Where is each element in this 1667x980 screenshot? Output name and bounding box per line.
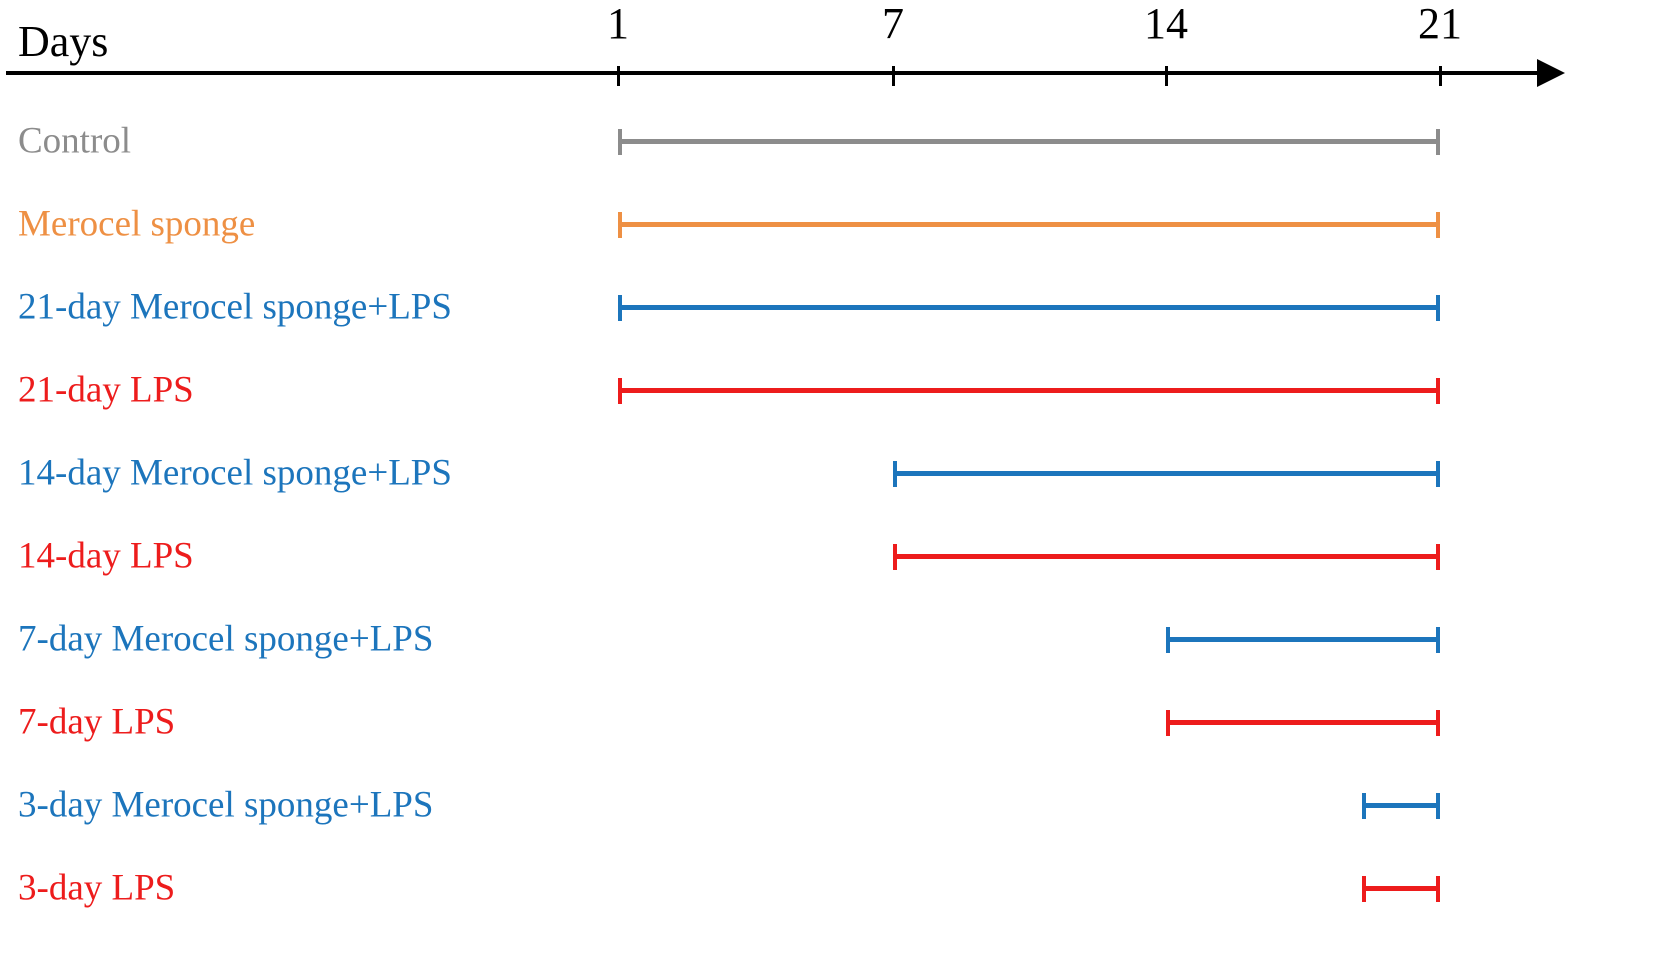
timeline-row: 14-day LPS [0,515,1667,598]
bar-end-cap [1436,543,1440,570]
timeline-row: Control [0,100,1667,183]
bar-start-cap [893,543,897,570]
bar-start-cap [893,460,897,487]
row-label: Merocel sponge [18,203,256,245]
timeline-row: 3-day Merocel sponge+LPS [0,764,1667,847]
axis-line [6,71,1540,75]
timeline-bar [1166,626,1440,653]
tick-label: 21 [1418,0,1462,48]
bar-end-cap [1436,211,1440,238]
row-label: 14-day Merocel sponge+LPS [18,452,452,494]
row-label: 21-day LPS [18,369,194,411]
bar-end-cap [1436,460,1440,487]
bar-line [622,388,1436,393]
timeline-bar [618,294,1440,321]
axis-arrowhead-icon [1537,59,1565,87]
row-label: 7-day LPS [18,701,176,743]
tick-label: 7 [882,0,904,48]
timeline-bar [618,377,1440,404]
timeline-bar [893,543,1440,570]
tick-label: 14 [1144,0,1188,48]
axis-label: Days [18,17,109,66]
bar-line [622,222,1436,227]
bar-start-cap [1166,626,1170,653]
tick-mark [891,66,895,86]
row-label: 21-day Merocel sponge+LPS [18,286,452,328]
timeline-row: 21-day Merocel sponge+LPS [0,266,1667,349]
bar-start-cap [1166,709,1170,736]
bar-line [622,139,1436,144]
bar-line [622,305,1436,310]
tick-mark [616,66,620,86]
bar-start-cap [1361,875,1366,902]
row-label: 14-day LPS [18,535,194,577]
bar-line [1170,720,1436,725]
row-label: 3-day LPS [18,867,176,909]
timeline-rows: Control Merocel sponge 21-day Merocel spon… [0,100,1667,930]
row-label: 7-day Merocel sponge+LPS [18,618,434,660]
bar-line [897,471,1436,476]
timeline-row: 21-day LPS [0,349,1667,432]
bar-end-cap [1435,875,1440,902]
bar-start-cap [618,128,622,155]
timeline-bar [618,128,1440,155]
timeline-row: 3-day LPS [0,847,1667,930]
tick-mark [1164,66,1168,86]
bar-end-cap [1436,709,1440,736]
row-label: Control [18,120,132,162]
bar-start-cap [618,211,622,238]
timeline-row: 7-day LPS [0,681,1667,764]
tick-label: 1 [607,0,629,48]
timeline-bar [1166,709,1440,736]
timeline-bar [1361,875,1440,902]
bar-start-cap [1361,792,1366,819]
bar-line [1365,886,1436,891]
bar-end-cap [1435,792,1440,819]
bar-line [897,554,1436,559]
bar-end-cap [1436,294,1440,321]
timeline-bar [1361,792,1440,819]
bar-start-cap [618,294,622,321]
bar-start-cap [618,377,622,404]
row-label: 3-day Merocel sponge+LPS [18,784,434,826]
timeline-row: 7-day Merocel sponge+LPS [0,598,1667,681]
bar-end-cap [1436,377,1440,404]
timeline-row: Merocel sponge [0,183,1667,266]
tick-mark [1438,66,1442,86]
timeline-bar [893,460,1440,487]
bar-end-cap [1436,128,1440,155]
bar-line [1365,803,1436,808]
bar-end-cap [1436,626,1440,653]
bar-line [1170,637,1436,642]
timeline-bar [618,211,1440,238]
timeline-row: 14-day Merocel sponge+LPS [0,432,1667,515]
